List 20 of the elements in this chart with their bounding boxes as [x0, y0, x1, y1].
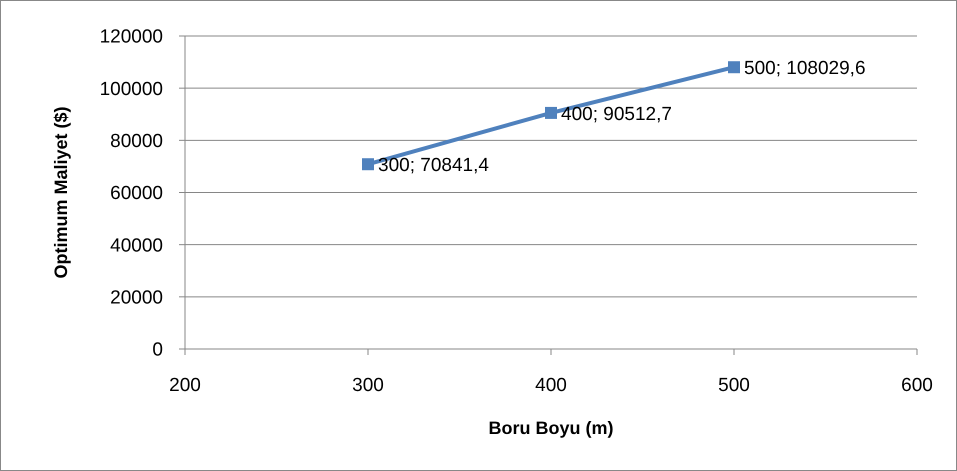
- y-tick-label: 0: [152, 340, 163, 361]
- y-tick-label: 40000: [110, 235, 163, 256]
- data-label: 500; 108029,6: [744, 58, 866, 80]
- x-tick-label: 300: [352, 375, 384, 396]
- x-tick-label: 600: [901, 375, 933, 396]
- x-tick-label: 400: [535, 375, 567, 396]
- point: [728, 61, 740, 74]
- y-tick-label: 20000: [110, 287, 163, 308]
- y-axis-title: Optimum Maliyet ($): [51, 106, 71, 279]
- y-tick-label: 120000: [100, 26, 163, 48]
- data-label: 300; 70841,4: [378, 155, 490, 176]
- data-label: 400; 90512,7: [561, 104, 672, 125]
- y-tick-label: 60000: [110, 183, 163, 204]
- x-tick-label: 500: [718, 375, 750, 396]
- y-tick-label: 100000: [100, 78, 163, 100]
- point: [545, 106, 557, 119]
- x-axis-title: Boru Boyu (m): [488, 418, 614, 438]
- y-tick-label: 80000: [110, 130, 163, 152]
- x-tick-label: 200: [169, 375, 201, 396]
- point: [362, 158, 374, 170]
